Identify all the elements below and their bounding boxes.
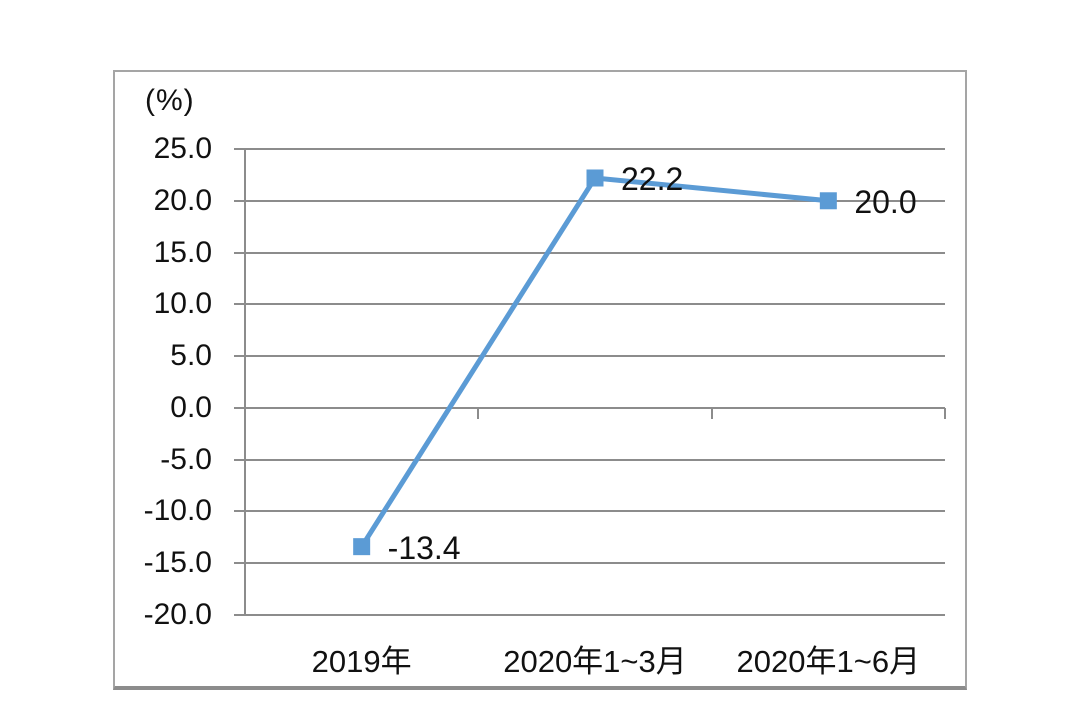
gridline xyxy=(234,303,945,306)
y-tick-label: -15.0 xyxy=(143,546,212,580)
y-tick-label: 20.0 xyxy=(153,183,212,217)
gridline xyxy=(234,406,945,409)
y-axis-line xyxy=(244,149,246,615)
gridline xyxy=(234,614,945,616)
gridline xyxy=(234,510,945,513)
gridline xyxy=(234,251,945,254)
y-tick-label: -10.0 xyxy=(143,494,212,528)
y-tick-label: 25.0 xyxy=(153,132,212,165)
data-point-label: 20.0 xyxy=(854,183,917,220)
y-tick-label: -20.0 xyxy=(143,598,212,631)
chart-frame: (%) 25.0 20.0 15.0 10.0 5.0 0.0 -5.0 -10.0 -15.0… xyxy=(113,70,967,690)
gridline xyxy=(234,458,945,461)
x-axis-tick xyxy=(477,407,480,419)
y-tick-label: 0.0 xyxy=(170,390,212,424)
x-axis-tick xyxy=(944,407,946,419)
data-point-label: 22.2 xyxy=(621,160,684,197)
y-axis-unit-label: (%) xyxy=(145,84,195,117)
data-point-label: -13.4 xyxy=(387,529,461,566)
y-tick-label: 5.0 xyxy=(170,339,212,373)
y-tick-label: -5.0 xyxy=(160,442,212,476)
data-series-layer xyxy=(353,169,837,556)
x-category-label: 2020年1~3月 xyxy=(503,644,687,679)
x-axis-tick xyxy=(244,407,246,419)
data-point-marker xyxy=(353,538,371,556)
gridline xyxy=(234,562,945,565)
y-tick-label: 15.0 xyxy=(153,235,212,269)
gridline xyxy=(234,199,945,202)
x-axis-tick xyxy=(710,407,713,419)
data-line xyxy=(359,175,829,548)
data-point-marker xyxy=(586,169,604,187)
y-tick-label: 10.0 xyxy=(153,287,212,321)
x-category-label: 2019年 xyxy=(311,644,412,679)
plot-area: 25.0 20.0 15.0 10.0 5.0 0.0 -5.0 -10.0 -15.0 -20.… xyxy=(115,72,965,686)
gridline xyxy=(234,355,945,358)
gridline xyxy=(234,148,945,150)
x-category-label: 2020年1~6月 xyxy=(736,644,921,679)
data-point-marker xyxy=(819,192,837,210)
